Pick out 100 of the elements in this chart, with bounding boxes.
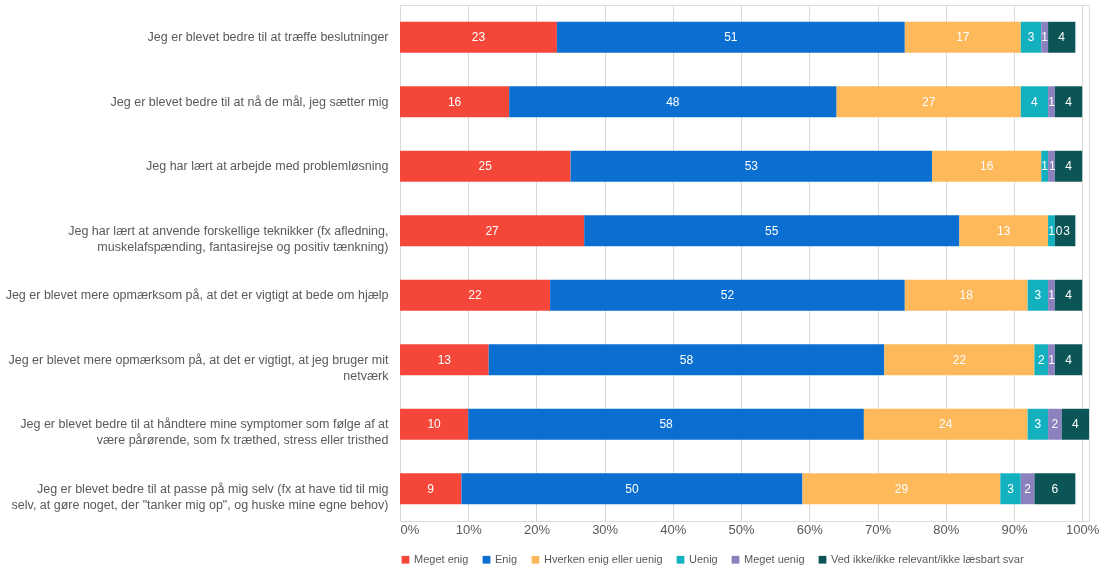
bar: [509, 86, 837, 118]
data-label: 4: [1065, 94, 1073, 109]
bar: [1054, 86, 1083, 118]
y-tick-label: Jeg er blevet bedre til at håndtere mine symptomer som følge af at være pårørende, som fx træthed, stress eller tristhed: [20, 417, 390, 448]
data-label: 48: [666, 94, 680, 109]
data-label: 4: [1065, 159, 1073, 174]
data-label: 3: [1034, 417, 1042, 432]
bar: [1034, 473, 1076, 505]
data-label: 23: [471, 30, 486, 45]
bar: [1041, 21, 1049, 53]
x-tick-label: 50%: [728, 521, 756, 537]
data-label: 53: [744, 159, 759, 174]
bar: [1054, 344, 1083, 376]
bar: [468, 408, 864, 440]
data-label: 9: [427, 481, 435, 496]
bar: [488, 344, 885, 376]
bar: [400, 86, 510, 118]
data-label: 50: [625, 481, 639, 496]
bar: [1000, 473, 1021, 505]
data-label: 0: [1055, 223, 1063, 238]
data-label: 1: [1048, 352, 1056, 367]
bar: [570, 150, 933, 182]
legend-label: Ved ikke/ikke relevant/ikke læsbart svar: [831, 552, 1024, 565]
data-label: 2: [1037, 352, 1045, 367]
data-label: 10: [427, 417, 442, 432]
bar: [400, 21, 557, 53]
data-label: 1: [1048, 159, 1056, 174]
bar: [884, 344, 1035, 376]
bar: [400, 215, 585, 247]
bar: [550, 279, 905, 311]
y-tick-label: Jeg er blevet bedre til at passe på mig selv (fx at have tid til mig selv, at gøre noget, der "tanker mig op", og huske mine egne behov): [11, 481, 389, 512]
x-tick-label: 70%: [865, 521, 892, 537]
bar: [863, 408, 1028, 440]
data-label: 29: [894, 481, 909, 496]
data-label: 4: [1058, 30, 1066, 45]
data-label: 24: [939, 417, 953, 432]
bar: [1027, 408, 1049, 440]
bar: [556, 21, 905, 53]
bar: [836, 86, 1021, 118]
x-tick-label: 20%: [523, 521, 551, 537]
data-label: 4: [1072, 417, 1080, 432]
bar: [1048, 344, 1055, 376]
x-tick-label: 80%: [933, 521, 960, 537]
data-label: 18: [959, 288, 974, 303]
y-tick-label: Jeg har lært at arbejde med problemløsning: [146, 159, 389, 174]
data-label: 51: [724, 30, 738, 45]
bar: [1048, 215, 1055, 247]
data-label: 58: [679, 352, 694, 367]
legend-label: Meget uenig: [744, 552, 805, 565]
data-label: 17: [956, 30, 970, 45]
data-label: 55: [765, 223, 779, 238]
y-tick-label: Jeg er blevet bedre til at nå de mål, jeg sætter mig: [110, 94, 389, 109]
data-label: 16: [447, 94, 462, 109]
bar: [1020, 86, 1049, 118]
x-tick-label: 60%: [796, 521, 824, 537]
y-tick-label: Jeg har lært at anvende forskellige teknikker (fx afledning, muskelafspænding, fantasirejse og positiv tænkning): [68, 223, 389, 254]
data-label: 4: [1065, 352, 1073, 367]
y-tick-label: Jeg er blevet bedre til at træffe beslutninger: [147, 30, 389, 45]
data-label: 3: [1034, 288, 1042, 303]
bar: [584, 215, 960, 247]
bar: [1041, 150, 1049, 182]
bar: [1048, 86, 1055, 118]
x-tick-label: 100%: [1066, 521, 1100, 537]
bar: [904, 279, 1028, 311]
x-tick-label: 0%: [400, 521, 420, 537]
bar: [1020, 21, 1042, 53]
data-label: 3: [1027, 30, 1035, 45]
bar: [904, 21, 1021, 53]
legend-label: Meget enig: [414, 552, 469, 565]
x-tick-label: 40%: [660, 521, 687, 537]
data-label: 4: [1065, 288, 1073, 303]
bar: [1061, 408, 1089, 440]
bar: [400, 150, 571, 182]
data-label: 16: [979, 159, 994, 174]
data-label: 22: [952, 352, 967, 367]
bar: [1048, 21, 1076, 53]
bar: [1034, 344, 1049, 376]
bar: [1027, 279, 1049, 311]
bar: [400, 408, 469, 440]
data-label: 2: [1051, 417, 1059, 432]
bar: [1048, 150, 1055, 182]
data-label: 52: [720, 288, 735, 303]
data-label: 1: [1041, 159, 1049, 174]
bar: [1054, 150, 1083, 182]
data-label: 13: [997, 223, 1011, 238]
data-label: 2: [1024, 481, 1032, 496]
bar: [1054, 279, 1083, 311]
legend-label: Hverken enig eller uenig: [544, 552, 663, 565]
data-label: 4: [1031, 94, 1039, 109]
data-label: 22: [468, 288, 483, 303]
y-tick-label: Jeg er blevet mere opmærksom på, at det er vigtigt, at jeg bruger mit netværk: [8, 352, 390, 383]
data-label: 1: [1048, 94, 1056, 109]
bar: [1048, 408, 1062, 440]
data-label: 1: [1041, 30, 1049, 45]
data-label: 3: [1063, 223, 1071, 238]
data-label: 25: [478, 159, 493, 174]
bar: [1048, 279, 1055, 311]
legend-label: Uenig: [689, 552, 718, 565]
y-tick-label: Jeg er blevet mere opmærksom på, at det er vigtigt at bede om hjælp: [5, 288, 389, 303]
bar: [400, 344, 489, 376]
